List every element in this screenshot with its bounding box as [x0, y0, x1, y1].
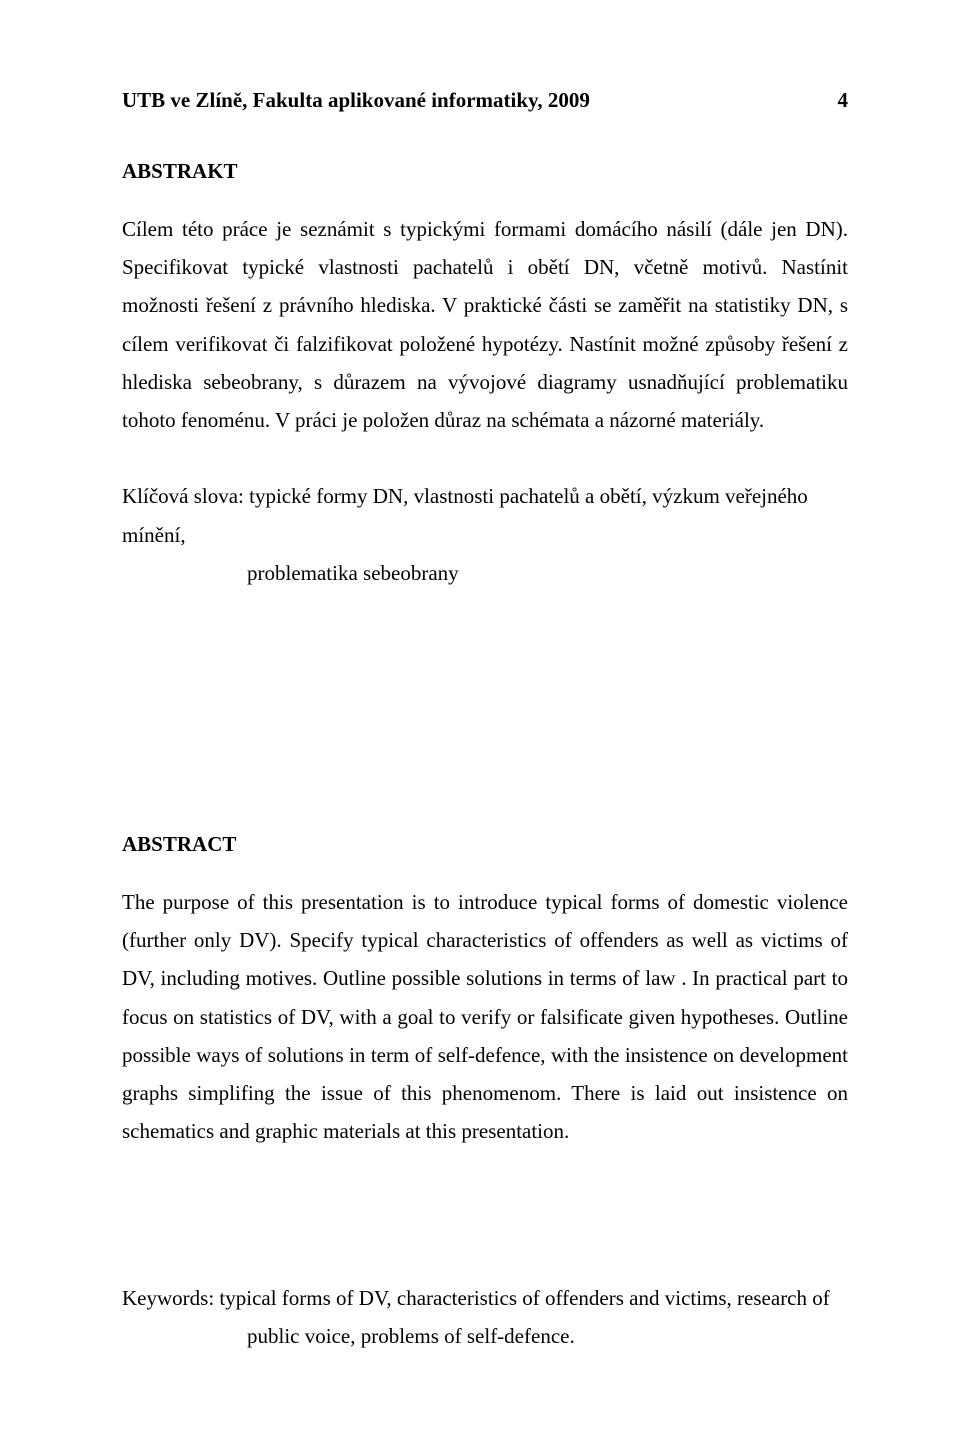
page-number: 4: [838, 88, 849, 113]
abstract-keywords: Keywords: typical forms of DV, character…: [122, 1279, 848, 1355]
abstrakt-text: Cílem této práce je seznámit s typickými…: [122, 210, 848, 439]
abstrakt-heading: ABSTRAKT: [122, 159, 848, 184]
paragraph-gap: [122, 1189, 848, 1279]
abstract-keywords-line1: Keywords: typical forms of DV, character…: [122, 1279, 848, 1317]
abstract-keywords-line2: public voice, problems of self-defence.: [122, 1317, 848, 1355]
abstrakt-keywords: Klíčová slova: typické formy DN, vlastno…: [122, 477, 848, 592]
abstrakt-keywords-line1: Klíčová slova: typické formy DN, vlastno…: [122, 477, 848, 553]
section-gap: [122, 592, 848, 832]
page-header: UTB ve Zlíně, Fakulta aplikované informa…: [122, 88, 848, 113]
abstract-heading: ABSTRACT: [122, 832, 848, 857]
abstract-text: The purpose of this presentation is to i…: [122, 883, 848, 1151]
abstrakt-keywords-line2: problematika sebeobrany: [122, 554, 848, 592]
header-title: UTB ve Zlíně, Fakulta aplikované informa…: [122, 88, 590, 113]
